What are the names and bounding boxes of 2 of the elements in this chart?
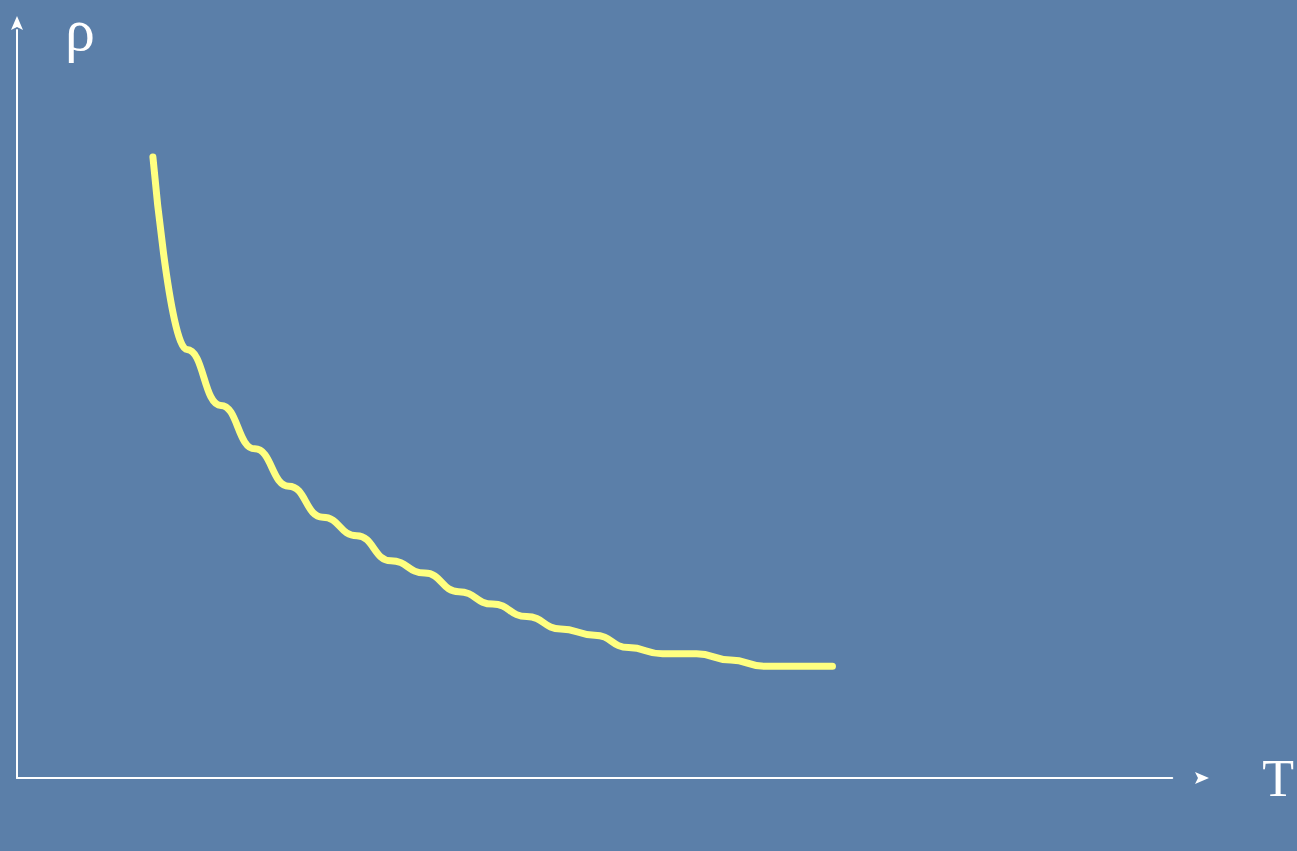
y-axis-title: ρ [65, 0, 95, 63]
x-axis-title: T [1262, 749, 1294, 807]
